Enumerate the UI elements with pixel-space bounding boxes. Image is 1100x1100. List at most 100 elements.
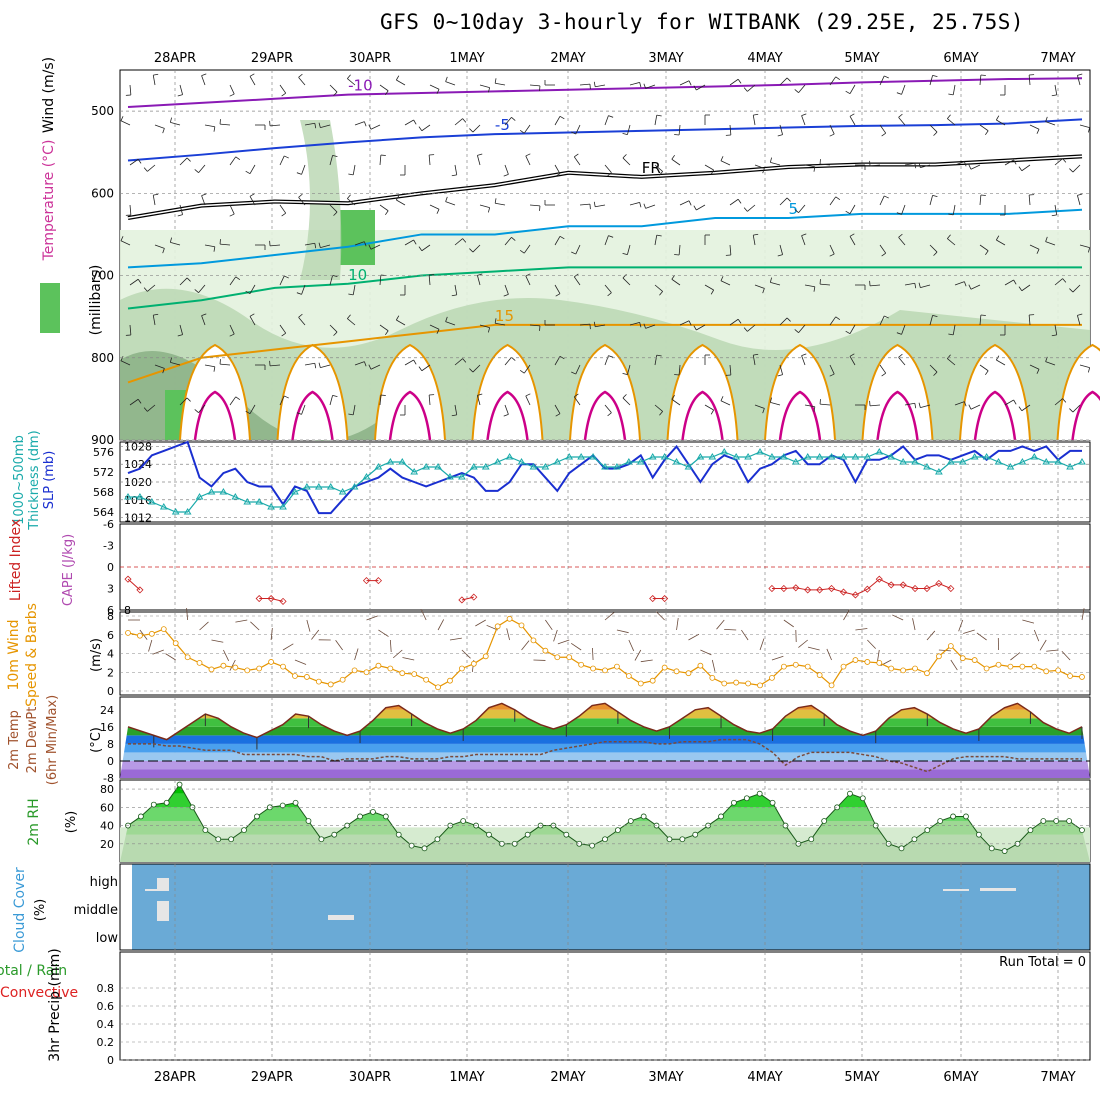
wind-barb bbox=[801, 235, 806, 246]
wind-barb bbox=[370, 364, 381, 370]
wind-barb bbox=[296, 412, 302, 415]
wind-barb bbox=[404, 359, 414, 366]
wind-barb bbox=[879, 364, 887, 374]
wind-barb bbox=[798, 324, 806, 333]
wind-barb bbox=[979, 195, 982, 206]
wind-barb bbox=[710, 409, 715, 415]
wind-barb-10m bbox=[1022, 619, 1035, 624]
wind-speed-marker bbox=[411, 671, 418, 678]
wind-barb-10m bbox=[958, 619, 964, 632]
wind-barb bbox=[229, 324, 235, 335]
wind-barb bbox=[129, 324, 132, 335]
wind-barb bbox=[204, 124, 215, 128]
wind-barb bbox=[379, 84, 389, 92]
wind-barb bbox=[137, 399, 142, 404]
thickness-marker bbox=[839, 453, 848, 460]
wind-barb bbox=[347, 74, 351, 79]
wind-speed-marker bbox=[375, 662, 382, 669]
wind-speed-marker bbox=[1019, 663, 1026, 670]
wind-barb-10m bbox=[688, 633, 700, 641]
wind-barb bbox=[162, 368, 165, 374]
rh-marker bbox=[370, 808, 376, 815]
wind-barb bbox=[604, 164, 612, 173]
pressure-tick: 600 bbox=[91, 186, 114, 200]
wind-barb bbox=[870, 284, 881, 287]
thickness-marker bbox=[350, 483, 359, 490]
wind-speed-marker bbox=[268, 659, 275, 665]
wind-barb bbox=[720, 156, 724, 161]
wind-barb bbox=[845, 90, 851, 95]
wind-barb bbox=[469, 128, 474, 133]
isotherm-label: -10 bbox=[348, 77, 373, 95]
wind-barb bbox=[777, 254, 783, 257]
wind-speed-marker bbox=[840, 663, 847, 670]
wind-barb bbox=[298, 73, 303, 78]
wind-barb bbox=[384, 210, 389, 216]
thickness-marker bbox=[946, 458, 955, 465]
li-marker bbox=[362, 577, 371, 585]
wind-barb bbox=[575, 244, 581, 255]
wind-barb bbox=[153, 193, 159, 196]
wind-barb bbox=[829, 316, 837, 326]
li-marker bbox=[124, 575, 132, 583]
wind-barb bbox=[1029, 364, 1040, 370]
wind-barb bbox=[1018, 166, 1023, 171]
wind-barb bbox=[879, 315, 885, 326]
wind-barb bbox=[1072, 404, 1081, 413]
wind-barb bbox=[198, 164, 206, 173]
wind-barb bbox=[622, 372, 628, 376]
wind-barb bbox=[511, 237, 516, 241]
thickness-marker bbox=[362, 473, 371, 480]
wind-barb bbox=[519, 249, 525, 254]
isotherm-label: FR bbox=[642, 159, 661, 177]
wind-barb bbox=[364, 241, 367, 247]
wind-barb bbox=[213, 246, 216, 252]
wind-barb bbox=[627, 364, 631, 375]
cloud-mark bbox=[980, 888, 1016, 891]
temp-band bbox=[120, 703, 1090, 710]
wind-barb bbox=[229, 93, 235, 97]
wind-barb-10m bbox=[486, 624, 498, 631]
thickness-marker bbox=[613, 463, 621, 470]
wind-barb bbox=[304, 242, 315, 246]
wind-barb bbox=[329, 395, 333, 406]
wind-barb bbox=[696, 324, 706, 331]
wind-barb-10m bbox=[867, 639, 876, 649]
wind-barb bbox=[704, 404, 714, 411]
wind-barb bbox=[120, 120, 131, 126]
wind-speed-marker bbox=[828, 682, 835, 689]
li-tick: -3 bbox=[103, 540, 114, 553]
wind-barb bbox=[779, 124, 783, 135]
wind-speed-marker bbox=[518, 622, 525, 629]
wind-barb-10m bbox=[461, 649, 471, 659]
wind-barb bbox=[729, 244, 732, 255]
wind-barb bbox=[201, 195, 206, 206]
wind-barb bbox=[279, 275, 285, 286]
wind-barb bbox=[249, 164, 256, 174]
wind-speed-marker bbox=[554, 654, 561, 661]
wind-barb bbox=[525, 153, 531, 157]
wind-barb bbox=[1069, 408, 1074, 413]
wind-barb bbox=[318, 122, 321, 128]
axis-label-cloud-units: (%) bbox=[33, 899, 48, 922]
wind-barb bbox=[333, 331, 338, 336]
rh-marker bbox=[602, 836, 608, 843]
wind-barb bbox=[396, 199, 406, 206]
wind-barb bbox=[472, 124, 481, 133]
wind-barb bbox=[245, 410, 251, 415]
temp-band bbox=[120, 769, 1090, 778]
wind-barb bbox=[296, 292, 302, 295]
wind-speed-marker bbox=[1043, 668, 1050, 675]
wind-barb bbox=[995, 115, 1000, 121]
run-total-label: Run Total = 0 bbox=[999, 955, 1086, 970]
wind-barb bbox=[445, 316, 448, 322]
thickness-marker bbox=[577, 453, 586, 460]
wind-barb bbox=[747, 204, 756, 212]
wind-barb bbox=[1045, 356, 1048, 362]
wind-barb bbox=[639, 322, 642, 328]
cloud-background bbox=[132, 864, 1090, 950]
wind-barb-10m bbox=[553, 629, 558, 642]
li-marker bbox=[792, 584, 800, 592]
wind-barb bbox=[794, 209, 799, 213]
wind-barb bbox=[954, 161, 965, 166]
